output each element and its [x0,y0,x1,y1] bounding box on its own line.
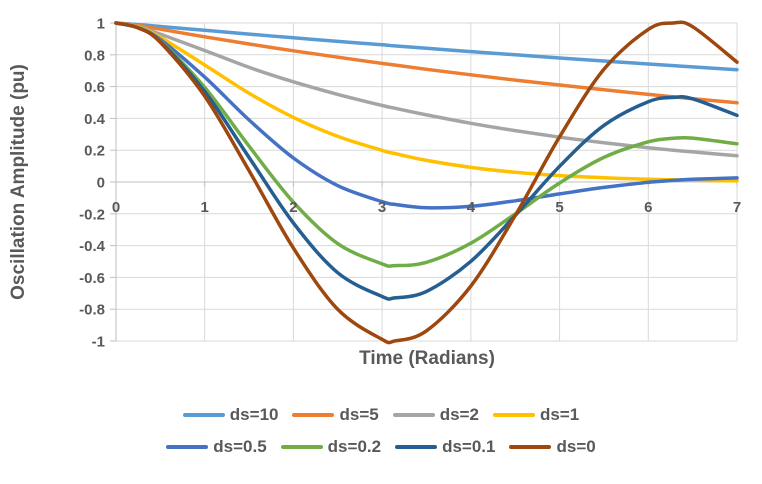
y-tick-label: 0.8 [84,47,105,64]
legend-label: ds=10 [229,405,279,424]
legend-label: ds=0.2 [327,437,382,456]
legend-line-swatch [492,412,535,417]
legend-item-ds-1[interactable]: ds=1 [492,405,580,424]
x-tick-label: 0 [112,199,120,216]
x-tick-label: 3 [378,199,386,216]
y-tick-label: -1 [92,334,105,351]
y-tick-label: 0 [97,175,105,192]
plot-area: 1 0.8 0.6 0.4 0.2 0 -0.2 -0.4 -0.6 -0.8 -1 0 1 2 3 4 5 6 7 [79,16,741,351]
legend-item-ds-2[interactable]: ds=2 [392,405,479,424]
legend-item-ds-0[interactable]: ds=0 [509,437,596,456]
legend-line-swatch [182,412,225,417]
legend-item-ds-0-5[interactable]: ds=0.5 [166,437,267,456]
legend-item-ds-0-2[interactable]: ds=0.2 [280,437,382,456]
legend-label: ds=5 [339,405,379,424]
legend-item-ds-5[interactable]: ds=5 [292,405,379,424]
y-tick-label: -0.4 [79,238,106,255]
y-tick-label: 1 [97,16,105,33]
legend-label: ds=0.5 [213,437,267,456]
series-line-ds-10 [114,21,739,72]
x-tick-label: 7 [733,199,741,216]
series-line-ds-0-1 [114,21,739,301]
y-tick-label: -0.8 [79,302,105,319]
legend-line-swatch [292,412,335,417]
legend-line-swatch [509,444,552,449]
tick-labels: 1 0.8 0.6 0.4 0.2 0 -0.2 -0.4 -0.6 -0.8 -1 0 1 2 3 4 5 6 7 [79,16,741,351]
x-tick-label: 5 [555,199,563,216]
y-tick-label: 0.2 [84,143,105,160]
y-tick-label: 0.4 [84,111,106,128]
y-tick-label: 0.6 [84,79,105,96]
axes [110,22,738,342]
legend: ds=10 ds=5 ds=2 ds=1 ds=0.5 ds=0.2 ds=0.1 ds=0 [0,406,762,455]
legend-line-swatch [392,412,435,417]
legend-line-swatch [395,444,438,449]
series-line-ds-1 [114,21,739,183]
y-tick-label: -0.2 [79,206,105,223]
x-tick-label: 4 [467,199,476,216]
x-tick-label: 2 [289,199,297,216]
series-line-ds-0 [114,20,739,345]
legend-item-ds-0-1[interactable]: ds=0.1 [395,438,495,455]
legend-label: ds=0.1 [442,437,496,456]
legend-row: ds=10 ds=5 ds=2 ds=1 [182,405,580,424]
series-line-ds-0-5 [114,21,739,210]
series-line-ds-5 [114,21,739,105]
legend-line-swatch [166,444,209,449]
legend-label: ds=2 [439,405,479,424]
legend-item-ds-10[interactable]: ds=10 [182,405,279,424]
series-lines [114,20,739,345]
legend-line-swatch [280,444,323,449]
legend-label: ds=1 [539,405,580,424]
series-line-ds-2 [114,21,739,158]
legend-label: ds=0 [556,437,596,456]
x-tick-label: 6 [644,199,652,216]
series-line-ds-0-2 [114,21,739,268]
x-axis-title: Time (Radians) [359,348,495,369]
legend-row: ds=0.5 ds=0.2 ds=0.1 ds=0 [166,437,596,456]
y-tick-label: -0.6 [79,270,105,287]
y-axis-title: Oscillation Amplitude (pu) [8,64,29,300]
x-tick-label: 1 [201,199,209,216]
